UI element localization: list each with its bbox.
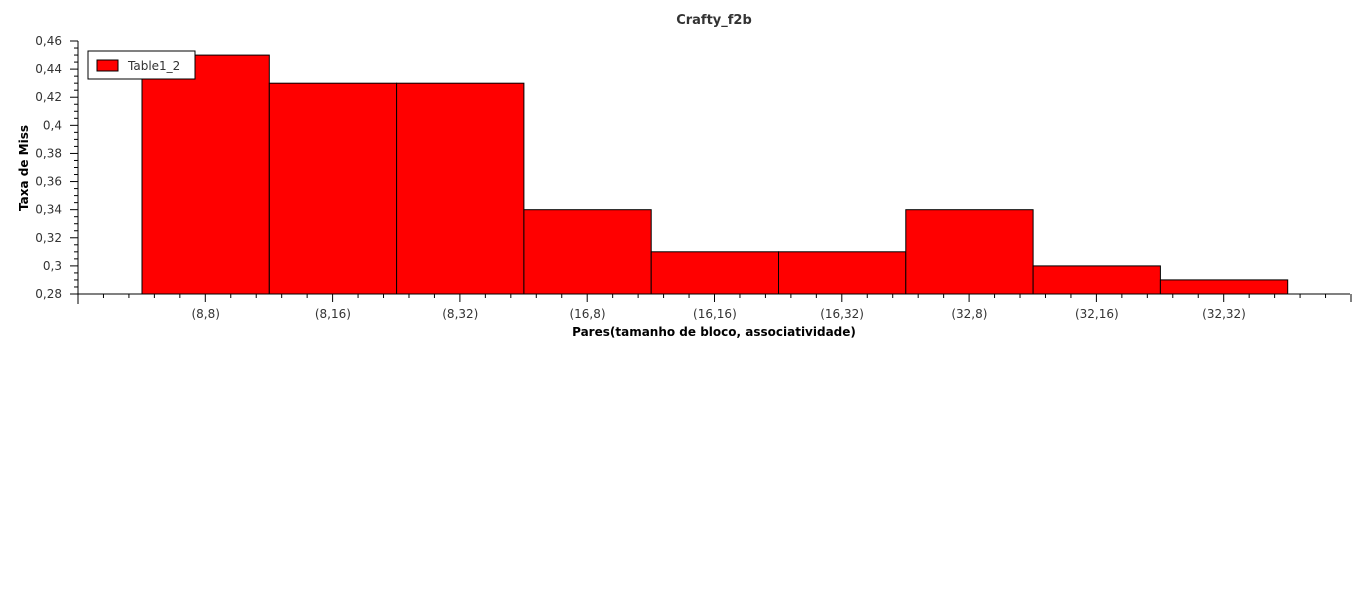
bar-(8,16)	[268, 82, 398, 295]
x-tick-label: (8,32)	[442, 307, 478, 321]
x-ticks-group: (8,8) (8,16) (8,32) (16,8) (16,16) (16,32) (32…	[77, 294, 1352, 321]
y-tick-label: 0,4	[43, 118, 62, 132]
y-ticks-group: 0,28 0,3 0,32 0,34 0,36 0,38 0,4 0,42 0,44 0,46	[35, 34, 78, 301]
x-tick-label: (16,16)	[693, 307, 737, 321]
x-tick-label: (8,8)	[191, 307, 219, 321]
y-tick-label: 0,44	[35, 62, 62, 76]
x-tick-label: (16,32)	[820, 307, 864, 321]
legend-swatch	[96, 59, 119, 72]
legend-label: Table1_2	[127, 59, 180, 73]
y-tick-label: 0,3	[43, 259, 62, 273]
bars-group	[141, 54, 1289, 295]
x-tick-label: (16,8)	[569, 307, 605, 321]
y-tick-label: 0,32	[35, 231, 62, 245]
x-tick-label: (32,16)	[1075, 307, 1119, 321]
y-tick-label: 0,46	[35, 34, 62, 48]
x-axis-label: Pares(tamanho de bloco, associatividade)	[572, 325, 856, 339]
bar-(8,32)	[396, 82, 525, 295]
legend: Table1_2	[87, 50, 196, 80]
x-tick-label: (8,16)	[315, 307, 351, 321]
bar-(8,8)	[141, 54, 270, 295]
y-axis-label: Taxa de Miss	[17, 125, 31, 211]
bar-(16,16)	[650, 251, 780, 295]
y-tick-label: 0,36	[35, 175, 62, 189]
bar-(32,32)	[1159, 279, 1289, 295]
y-tick-label: 0,42	[35, 90, 62, 104]
y-tick-label: 0,34	[35, 203, 62, 217]
y-tick-label: 0,38	[35, 146, 62, 160]
x-tick-label: (32,32)	[1202, 307, 1246, 321]
bar-(32,8)	[905, 209, 1034, 295]
y-tick-label: 0,28	[35, 287, 62, 301]
bar-(16,32)	[778, 251, 907, 295]
bar-(32,16)	[1032, 265, 1161, 295]
chart-title: Crafty_f2b	[676, 13, 752, 28]
x-tick-label: (32,8)	[951, 307, 987, 321]
bar-(16,8)	[523, 209, 652, 295]
